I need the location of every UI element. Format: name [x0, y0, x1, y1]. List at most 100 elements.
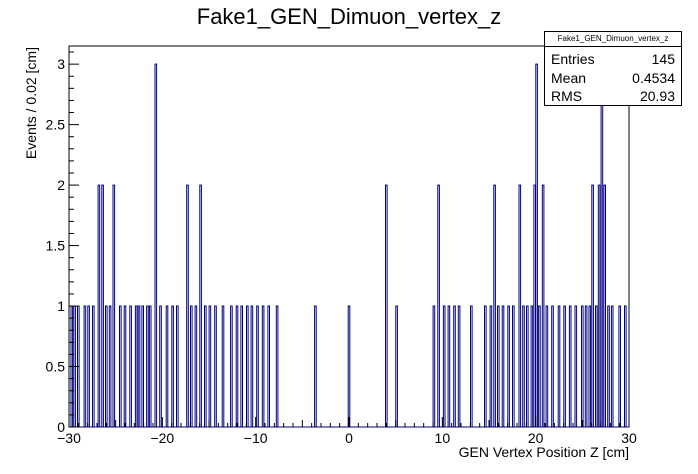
histogram-bin-43	[385, 184, 388, 428]
histogram-bin-81	[607, 305, 610, 428]
histogram-bin-80	[603, 184, 607, 428]
histogram-bin-14	[134, 305, 138, 428]
histogram-bin-23	[176, 305, 179, 428]
x-axis-label: GEN Vertex Position Z [cm]	[459, 444, 629, 460]
histogram-bin-45	[432, 305, 436, 428]
histogram-bin-32	[230, 305, 233, 428]
y-tick-label: 2	[57, 177, 65, 193]
histogram-bin-8	[105, 305, 108, 428]
histogram-bin-27	[199, 184, 202, 428]
histogram-bin-22	[171, 305, 174, 428]
histogram-bin-66	[541, 184, 545, 428]
histogram-bin-79	[600, 63, 604, 428]
histogram-bin-68	[551, 305, 554, 428]
histogram-bin-13	[129, 305, 132, 428]
histogram-bin-53	[489, 305, 493, 428]
stats-rms-row: RMS 20.93	[551, 88, 675, 107]
histogram-bin-49	[453, 305, 456, 428]
histogram-bars	[69, 63, 629, 428]
histogram-bin-76	[591, 184, 594, 428]
histogram-bin-83	[618, 305, 622, 428]
x-tick-label: 30	[621, 430, 637, 446]
histogram-bin-47	[442, 305, 446, 428]
y-axis-label: Events / 0.02 [cm]	[23, 47, 39, 159]
histogram-bin-19	[154, 63, 158, 428]
chart-title: Fake1_GEN_Dimuon_vertex_z	[196, 4, 502, 29]
histogram-bin-70	[563, 305, 566, 428]
histogram-bin-72	[574, 305, 578, 428]
x-tick-label: 0	[345, 430, 353, 446]
stats-entries-row: Entries 145	[551, 51, 675, 70]
histogram-bin-41	[314, 305, 317, 428]
x-tick-label: −30	[57, 430, 81, 446]
histogram-bin-39	[267, 305, 270, 428]
histogram-bin-59	[518, 184, 522, 428]
histogram-bin-51	[470, 305, 473, 428]
histogram-bin-67	[545, 305, 549, 428]
y-tick-label: 3	[57, 56, 65, 72]
histogram-bin-20	[159, 305, 162, 428]
histogram-bin-12	[123, 305, 127, 428]
histogram-bin-29	[208, 305, 212, 428]
histogram-bin-11	[119, 305, 122, 428]
stats-box: Fake1_GEN_Dimuon_vertex_z Entries 145 Me…	[544, 31, 682, 106]
histogram-bin-69	[557, 305, 561, 428]
histogram-bin-33	[235, 305, 239, 428]
histogram-bin-3	[83, 305, 87, 428]
histogram-bin-55	[497, 305, 500, 428]
histogram-bin-44	[395, 305, 398, 428]
histogram-bin-71	[568, 305, 572, 428]
histogram-bin-35	[246, 305, 249, 428]
histogram-bin-46	[437, 184, 440, 428]
stats-entries-value: 145	[651, 51, 675, 67]
stats-mean-label: Mean	[551, 70, 587, 86]
histogram-bin-16	[141, 305, 144, 428]
histogram-bin-37	[256, 305, 259, 428]
histogram-bin-62	[530, 305, 534, 428]
stats-box-title: Fake1_GEN_Dimuon_vertex_z	[545, 32, 681, 47]
histogram-bin-82	[610, 305, 614, 428]
y-tick-label: 2.5	[46, 117, 66, 133]
histogram-bin-31	[221, 305, 225, 428]
y-tick-label: 1	[57, 298, 65, 314]
histogram-bin-5	[92, 305, 95, 428]
histogram-bin-57	[507, 305, 510, 428]
histogram-bin-58	[512, 305, 515, 428]
histogram-bin-36	[250, 305, 254, 428]
histogram-bin-26	[194, 305, 198, 428]
histogram-bin-52	[484, 305, 487, 428]
histogram-bin-48	[447, 305, 451, 428]
histogram-bin-24	[186, 184, 189, 428]
histogram-bin-40	[275, 305, 279, 428]
histogram-bin-60	[522, 305, 525, 428]
histogram-bin-34	[240, 305, 243, 428]
histogram-bin-64	[535, 63, 538, 428]
histogram-bin-54	[493, 184, 496, 428]
stats-entries-label: Entries	[551, 51, 595, 67]
histogram-bin-7	[101, 184, 104, 428]
x-tick-label: −10	[244, 430, 268, 446]
histogram-bin-25	[190, 305, 193, 428]
histogram-bin-73	[581, 305, 584, 428]
histogram-bin-15	[137, 305, 141, 428]
histogram-bin-65	[538, 305, 541, 428]
histogram-bin-61	[526, 305, 529, 428]
histogram-bin-21	[165, 305, 169, 428]
stats-rms-label: RMS	[551, 88, 583, 104]
histogram-bin-9	[108, 305, 112, 428]
y-tick-label: 1.5	[46, 238, 66, 254]
histogram-bin-50	[457, 305, 461, 428]
histogram-bin-30	[214, 305, 217, 428]
x-tick-label: −20	[150, 430, 174, 446]
histogram-bin-75	[588, 305, 592, 428]
histogram-bin-10	[112, 184, 116, 428]
histogram-bin-77	[595, 305, 598, 428]
histogram-bin-84	[624, 305, 627, 428]
histogram-bin-17	[146, 305, 149, 428]
y-tick-label: 0	[57, 419, 65, 435]
histogram-bin-18	[148, 305, 152, 428]
histogram-bin-38	[261, 305, 265, 428]
histogram-bin-28	[204, 305, 207, 428]
histogram-bin-78	[597, 184, 601, 428]
